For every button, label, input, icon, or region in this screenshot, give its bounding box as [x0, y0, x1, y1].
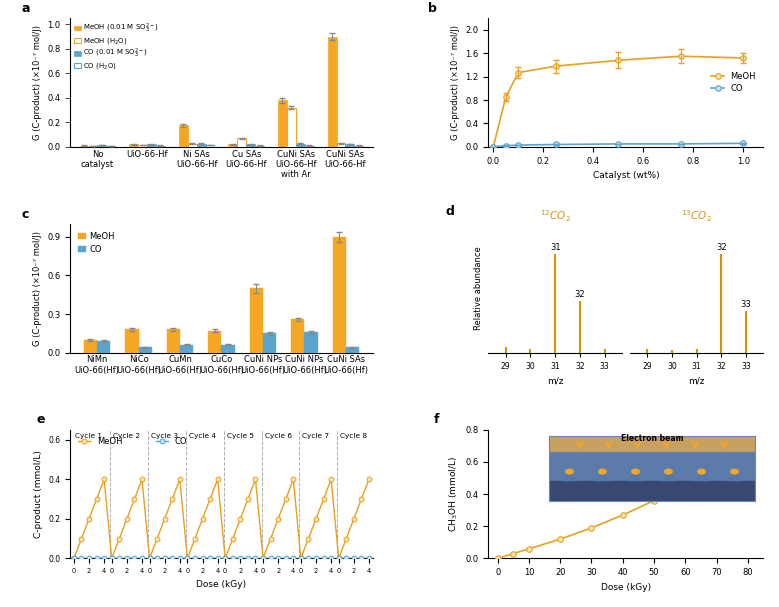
Title: $^{13}$CO$_2$: $^{13}$CO$_2$: [681, 208, 712, 223]
Legend: MeOH, CO: MeOH, CO: [74, 434, 191, 450]
Bar: [147, 144, 156, 147]
Bar: [139, 347, 152, 353]
Bar: [138, 145, 147, 147]
Text: Cycle 4: Cycle 4: [189, 433, 216, 439]
Bar: [291, 319, 305, 353]
Bar: [333, 237, 346, 353]
Bar: [345, 144, 354, 147]
Bar: [287, 107, 296, 147]
Bar: [246, 144, 256, 147]
Bar: [305, 146, 314, 147]
Text: Cycle 8: Cycle 8: [340, 433, 368, 439]
Bar: [97, 145, 106, 147]
Text: 32: 32: [575, 290, 585, 299]
Bar: [228, 144, 238, 147]
Bar: [337, 143, 345, 147]
Bar: [167, 330, 180, 353]
Text: d: d: [446, 205, 454, 218]
Bar: [180, 345, 193, 353]
Bar: [238, 138, 246, 147]
Text: 32: 32: [716, 243, 727, 252]
Bar: [208, 331, 221, 353]
Bar: [354, 146, 363, 147]
Title: $^{12}$CO$_2$: $^{12}$CO$_2$: [540, 208, 571, 223]
Bar: [346, 347, 359, 353]
Text: f: f: [433, 413, 439, 426]
Legend: MeOH, CO: MeOH, CO: [74, 228, 118, 257]
Text: Cycle 5: Cycle 5: [227, 433, 254, 439]
Bar: [249, 288, 263, 353]
X-axis label: Dose (kGy): Dose (kGy): [601, 583, 651, 592]
Y-axis label: C-product (mmol/L): C-product (mmol/L): [33, 450, 43, 538]
Bar: [79, 146, 89, 147]
Text: c: c: [22, 208, 29, 220]
Text: Cycle 1: Cycle 1: [76, 433, 103, 439]
Y-axis label: Relative abundance: Relative abundance: [474, 246, 483, 330]
Y-axis label: G (C-product) (×10⁻⁷ mol/J): G (C-product) (×10⁻⁷ mol/J): [451, 25, 460, 140]
Text: Cycle 6: Cycle 6: [265, 433, 291, 439]
Bar: [106, 146, 115, 147]
Legend: MeOH, CO: MeOH, CO: [708, 69, 760, 96]
Bar: [278, 100, 287, 147]
Bar: [196, 144, 206, 147]
Bar: [328, 36, 337, 147]
Text: Cycle 3: Cycle 3: [151, 433, 178, 439]
Bar: [305, 332, 318, 353]
Bar: [125, 330, 139, 353]
Legend: MeOH (0.01 M SO$_3^{2-}$), MeOH (H$_2$O), CO (0.01 M SO$_3^{2-}$), CO (H$_2$O): MeOH (0.01 M SO$_3^{2-}$), MeOH (H$_2$O)…: [73, 22, 159, 72]
Y-axis label: G (C-product) (×10⁻⁷ mol/J): G (C-product) (×10⁻⁷ mol/J): [33, 25, 41, 140]
Bar: [129, 144, 138, 147]
X-axis label: Catalyst (wt%): Catalyst (wt%): [593, 171, 659, 180]
Bar: [178, 126, 188, 147]
Text: a: a: [22, 2, 30, 15]
Y-axis label: G (C-product) (×10⁻⁷ mol/J): G (C-product) (×10⁻⁷ mol/J): [33, 231, 41, 346]
X-axis label: m/z: m/z: [547, 376, 563, 385]
Bar: [156, 146, 165, 147]
Bar: [89, 146, 97, 147]
Bar: [206, 145, 214, 147]
Y-axis label: CH$_3$OH (mmol/L): CH$_3$OH (mmol/L): [447, 456, 460, 532]
Bar: [296, 144, 305, 147]
Text: e: e: [37, 413, 45, 426]
Text: b: b: [428, 2, 437, 15]
Text: 33: 33: [741, 300, 752, 309]
X-axis label: m/z: m/z: [689, 376, 705, 385]
Bar: [84, 340, 97, 353]
Text: Cycle 2: Cycle 2: [113, 433, 140, 439]
Text: 31: 31: [550, 243, 560, 252]
Bar: [263, 333, 276, 353]
Bar: [188, 144, 196, 147]
Bar: [97, 341, 111, 353]
Bar: [256, 146, 264, 147]
Bar: [221, 345, 234, 353]
X-axis label: Dose (kGy): Dose (kGy): [196, 580, 246, 589]
Text: Cycle 7: Cycle 7: [302, 433, 330, 439]
